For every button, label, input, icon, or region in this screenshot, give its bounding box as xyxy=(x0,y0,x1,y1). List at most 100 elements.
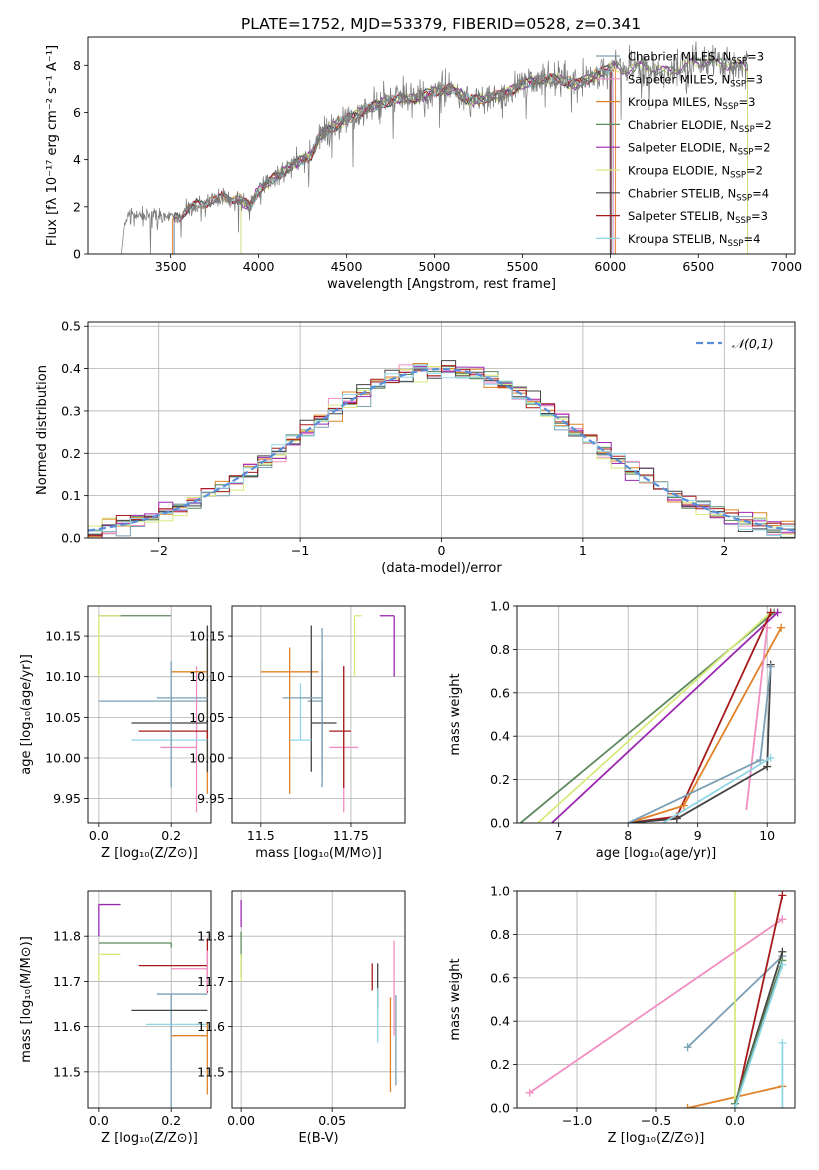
weight-marker xyxy=(683,1104,692,1108)
y-tick-label: 0.3 xyxy=(61,403,81,418)
legend-subscript: SSP xyxy=(736,193,752,203)
weight-marker xyxy=(730,1104,739,1108)
x-axis-label: Z [log₁₀(Z/Z⊙)] xyxy=(101,846,198,861)
x-tick-label: 8 xyxy=(624,828,632,843)
weight-marker xyxy=(730,891,739,895)
chart-age-vs-Z: 0.0 0.2 9.95 10.00 10.05 10.10 10.15 Z [log₁₀(Z… xyxy=(19,605,212,861)
y-tick-label: 1.0 xyxy=(490,884,510,899)
y-tick-label: 8 xyxy=(73,58,81,73)
y-tick-label: 10.00 xyxy=(189,750,225,765)
y-tick-label: 0.1 xyxy=(61,488,81,503)
chart-mass-vs-Z: 0.0 0.2 11.5 11.6 11.7 11.8 Z [log₁₀(Z/Z⊙)] mas… xyxy=(19,890,212,1146)
weight-marker xyxy=(756,756,765,765)
x-tick-label: 0.2 xyxy=(161,828,181,843)
legend-label: Kroupa MILES, NSSP=3 xyxy=(628,95,755,112)
legend-series-name: Salpeter MILES, N xyxy=(628,72,730,86)
x-tick-label: 4000 xyxy=(243,259,275,274)
x-tick-label: 11.75 xyxy=(333,828,369,843)
x-tick-label: 5500 xyxy=(506,259,538,274)
y-axis-label: Normed distribution xyxy=(35,365,50,495)
y-tick-label: 0.4 xyxy=(490,729,510,744)
plot-area xyxy=(260,615,395,813)
legend-series-name: Salpeter ELODIE, N xyxy=(628,141,738,155)
legend-subscript: SSP xyxy=(739,125,755,135)
x-tick-label: 0.00 xyxy=(227,1113,255,1128)
y-tick-label: 11.8 xyxy=(197,929,225,944)
chart-mass-vs-ebv: 0.00 0.05 11.5 11.6 11.7 11.8 E(B-V) xyxy=(197,890,406,1146)
y-axis-label: Flux [fλ 10⁻¹⁷ erg cm⁻² s⁻¹ A⁻¹] xyxy=(45,45,60,246)
plot-area xyxy=(98,615,209,813)
x-tick-label: 7 xyxy=(555,828,563,843)
weight-line-3 xyxy=(734,895,784,1108)
x-tick-label: 0.0 xyxy=(89,1113,109,1128)
weight-marker xyxy=(778,1038,787,1047)
axes-frame xyxy=(87,890,212,1109)
y-tick-label: 0.8 xyxy=(490,927,510,942)
weight-line-0 xyxy=(529,918,783,1094)
x-axis-label: mass [log₁₀(M/M⊙)] xyxy=(255,846,382,861)
y-tick-label: 0.2 xyxy=(61,446,81,461)
y-tick-label: 2 xyxy=(73,199,81,214)
y-tick-label: 11.6 xyxy=(197,1019,225,1034)
legend-series-name: Salpeter STELIB, N xyxy=(628,209,735,223)
legend-label: Chabrier MILES, NSSP=3 xyxy=(628,50,764,67)
y-tick-label: 10.05 xyxy=(189,710,225,725)
legend-label: Salpeter MILES, NSSP=3 xyxy=(628,72,763,89)
x-tick-label: 0.0 xyxy=(725,1113,745,1128)
x-axis-label: E(B-V) xyxy=(298,1131,338,1146)
plot-area xyxy=(98,903,209,1108)
weight-marker xyxy=(778,947,787,956)
y-tick-label: 0.6 xyxy=(490,685,510,700)
weight-line-6 xyxy=(628,664,772,823)
y-tick-label: 0.4 xyxy=(490,1014,510,1029)
legend-subscript: SSP xyxy=(731,57,747,67)
axes-frame xyxy=(231,890,406,1109)
y-axis-label: mass weight xyxy=(448,673,463,755)
legend-subscript: SSP xyxy=(730,79,746,89)
x-axis-label: age [log₁₀(age/yr)] xyxy=(596,846,717,861)
weight-line-5 xyxy=(745,627,769,811)
x-tick-label: −0.5 xyxy=(641,1113,671,1128)
weight-marker xyxy=(777,623,786,632)
y-tick-label: 10.00 xyxy=(45,750,81,765)
observed-spectrum xyxy=(121,41,749,254)
y-tick-label: 11.5 xyxy=(197,1064,225,1079)
x-tick-label: 2 xyxy=(720,543,728,558)
weight-marker xyxy=(778,915,787,924)
x-tick-label: −1 xyxy=(291,543,309,558)
y-tick-label: 9.95 xyxy=(197,791,225,806)
x-tick-label: 0.05 xyxy=(318,1113,346,1128)
weight-line-8 xyxy=(662,757,772,823)
y-axis-label: mass weight xyxy=(448,958,463,1040)
axes-frame xyxy=(231,605,406,824)
legend-nssp: =3 xyxy=(746,72,763,86)
y-axis-label: age [log₁₀(age/yr)] xyxy=(19,654,34,775)
chart-spectrum: 3500 4000 4500 5000 5500 6000 6500 7000 0 2 4 6 8 wav… xyxy=(45,36,802,292)
x-axis-label: (data-model)/error xyxy=(381,561,502,576)
y-tick-label: 0.4 xyxy=(61,361,81,376)
weight-marker xyxy=(778,960,787,969)
legend-nssp: =4 xyxy=(743,232,760,246)
legend-label: Kroupa STELIB, NSSP=4 xyxy=(628,232,760,249)
legend-label: Kroupa ELODIE, NSSP=2 xyxy=(628,164,763,181)
legend-subscript: SSP xyxy=(723,102,739,112)
y-tick-label: 0.6 xyxy=(490,970,510,985)
y-tick-label: 10.10 xyxy=(45,669,81,684)
legend-nssp: =3 xyxy=(751,209,768,223)
y-tick-label: 0.8 xyxy=(490,642,510,657)
histogram-8 xyxy=(88,364,795,536)
y-tick-label: 10.15 xyxy=(45,629,81,644)
legend-series-name: Chabrier ELODIE, N xyxy=(628,118,739,132)
legend-subscript: SSP xyxy=(730,171,746,181)
legend-series-name: Kroupa MILES, N xyxy=(628,95,723,109)
y-tick-label: 0.5 xyxy=(61,319,81,334)
y-tick-label: 9.95 xyxy=(53,791,81,806)
plot-area xyxy=(88,360,795,538)
y-tick-label: 11.7 xyxy=(53,974,81,989)
normal-reference-curve xyxy=(88,367,795,532)
y-tick-label: 11.8 xyxy=(53,929,81,944)
y-tick-label: 4 xyxy=(73,152,81,167)
x-tick-label: 10 xyxy=(759,828,775,843)
